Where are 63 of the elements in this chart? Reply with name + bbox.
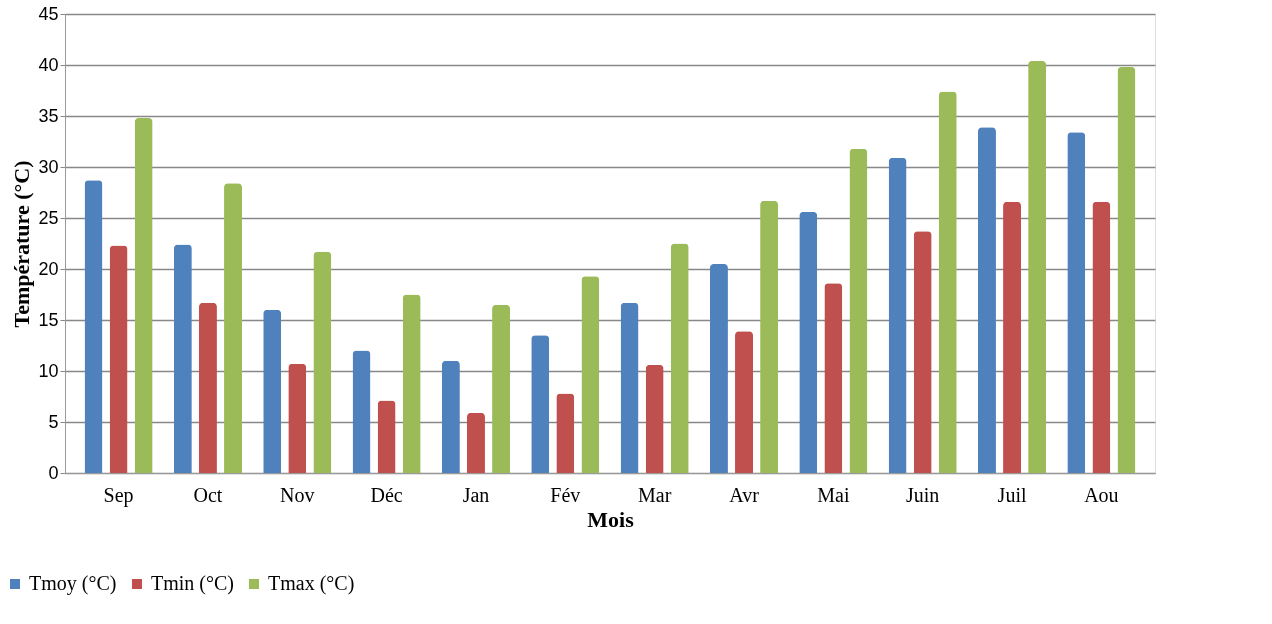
bar <box>670 243 689 473</box>
bar <box>645 364 664 473</box>
x-tick-label: Oct <box>193 483 223 506</box>
x-tick-label: Sep <box>103 483 134 507</box>
y-tick-label: 0 <box>48 462 59 483</box>
bar <box>913 231 932 473</box>
bar <box>377 400 396 473</box>
bar <box>1092 201 1111 473</box>
bar <box>263 309 282 473</box>
y-tick-label: 5 <box>48 411 59 432</box>
y-tick-label: 20 <box>38 258 59 279</box>
bar <box>352 350 371 473</box>
bar <box>84 180 103 473</box>
bar <box>556 393 575 473</box>
x-tick-label: Mar <box>638 483 672 506</box>
bar <box>531 335 550 473</box>
y-tick-label: 15 <box>38 309 59 330</box>
y-axis-title: Température (°C) <box>9 160 35 328</box>
bar <box>888 157 907 473</box>
bar <box>198 302 217 473</box>
y-tick-label: 30 <box>38 156 59 177</box>
x-tick-label: Juil <box>997 483 1027 506</box>
bar <box>492 304 511 473</box>
y-tick-label: 25 <box>38 207 59 228</box>
x-tick-label: Nov <box>280 483 315 506</box>
x-tick-label: Avr <box>729 483 760 506</box>
bar <box>735 331 754 473</box>
x-tick-label: Déc <box>370 483 403 506</box>
bar <box>760 200 779 473</box>
x-tick-label: Juin <box>906 483 940 506</box>
y-tick-label: 45 <box>38 3 59 24</box>
bar <box>134 118 153 473</box>
x-tick-label: Jan <box>462 483 490 506</box>
bar <box>849 148 868 473</box>
bar <box>824 283 843 473</box>
legend-label: Tmin (°C) <box>151 572 234 595</box>
bar <box>1117 67 1136 473</box>
bar <box>109 245 128 473</box>
bar <box>581 276 600 473</box>
bar <box>1028 60 1047 473</box>
bar <box>709 263 728 473</box>
legend-label: Tmax (°C) <box>268 572 355 595</box>
bar <box>402 294 421 473</box>
bar <box>977 127 996 473</box>
bar <box>1003 201 1022 473</box>
bar <box>1067 132 1086 473</box>
bar <box>224 183 243 473</box>
bar <box>441 360 460 473</box>
legend-label: Tmoy (°C) <box>29 572 117 595</box>
x-tick-label: Aou <box>1084 483 1119 506</box>
x-tick-label: Mai <box>817 483 850 506</box>
x-axis-title: Mois <box>587 506 635 532</box>
bar <box>799 211 818 473</box>
y-tick-label: 40 <box>38 54 59 75</box>
bar <box>173 244 192 473</box>
bar <box>938 91 957 473</box>
bar <box>288 363 307 473</box>
y-tick-label: 35 <box>38 105 59 126</box>
x-tick-label: Fév <box>550 483 581 506</box>
bar <box>466 412 485 473</box>
y-tick-label: 10 <box>38 360 59 381</box>
bar <box>313 251 332 473</box>
bar <box>620 302 639 473</box>
